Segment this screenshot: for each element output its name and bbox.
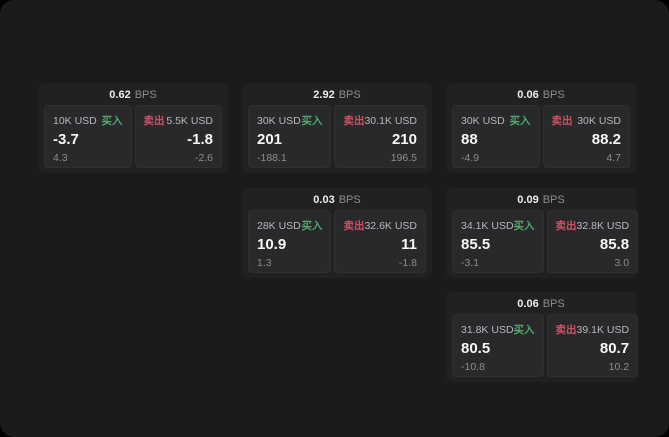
- buy-pane[interactable]: 28K USD 买入 10.9 1.3: [248, 210, 332, 273]
- sell-pane[interactable]: 卖出 32.6K USD 11 -1.8: [334, 210, 426, 273]
- bps-value: 0.06: [517, 297, 539, 310]
- buy-side-label: 买入: [301, 115, 323, 127]
- card-header: 0.06 BPS: [446, 83, 636, 104]
- sell-price: 80.7: [599, 340, 630, 357]
- sell-change: -2.6: [194, 152, 213, 164]
- sell-change: 10.2: [608, 361, 630, 373]
- sell-price: 11: [401, 236, 417, 253]
- card-header: 0.06 BPS: [446, 292, 636, 313]
- sell-amount: 39.1K USD: [576, 323, 630, 336]
- sell-price: -1.8: [187, 131, 213, 148]
- buy-amount: 10K USD: [53, 114, 97, 127]
- card-body: 30K USD 买入 88 -4.9 卖出 30K USD 88.2 4.7: [446, 104, 636, 168]
- sell-amount: 32.6K USD: [364, 219, 417, 232]
- bps-unit-label: BPS: [134, 88, 157, 101]
- buy-side-label: 买入: [513, 220, 535, 232]
- card-body: 30K USD 买入 201 -188.1 卖出 30.1K USD 210 1…: [242, 104, 432, 168]
- sell-amount: 30.1K USD: [364, 114, 417, 127]
- quote-card-1: 0.62 BPS 10K USD 买入 -3.7 4.3 卖出 5.5K USD…: [38, 83, 228, 173]
- buy-amount: 31.8K USD: [461, 323, 514, 336]
- buy-side-label: 买入: [301, 220, 323, 232]
- sell-side-label: 卖出: [343, 220, 365, 232]
- buy-amount: 30K USD: [257, 114, 301, 127]
- sell-pane[interactable]: 卖出 30K USD 88.2 4.7: [542, 105, 630, 168]
- sell-change: 3.0: [614, 257, 630, 269]
- sell-side-label: 卖出: [555, 220, 577, 232]
- sell-side-label: 卖出: [555, 324, 577, 336]
- sell-pane[interactable]: 卖出 39.1K USD 80.7 10.2: [546, 314, 639, 377]
- bps-value: 0.03: [313, 193, 335, 206]
- sell-side-label: 卖出: [343, 115, 365, 127]
- sell-amount: 5.5K USD: [166, 114, 213, 127]
- sell-amount: 32.8K USD: [576, 219, 630, 232]
- buy-side-label: 买入: [509, 115, 531, 127]
- quote-card-2: 2.92 BPS 30K USD 买入 201 -188.1 卖出 30.1K …: [242, 83, 432, 173]
- buy-change: 4.3: [53, 152, 68, 164]
- bps-unit-label: BPS: [542, 88, 565, 101]
- buy-price: 88: [461, 131, 478, 148]
- sell-price: 85.8: [599, 236, 630, 253]
- sell-change: 4.7: [606, 152, 621, 164]
- buy-change: -10.8: [461, 361, 485, 373]
- card-header: 0.09 BPS: [446, 188, 636, 209]
- buy-price: 85.5: [461, 236, 491, 253]
- bps-unit-label: BPS: [338, 88, 361, 101]
- card-body: 31.8K USD 买入 80.5 -10.8 卖出 39.1K USD 80.…: [446, 313, 639, 377]
- card-header: 2.92 BPS: [242, 83, 432, 104]
- buy-change: 1.3: [257, 257, 272, 269]
- quote-card-3: 0.06 BPS 30K USD 买入 88 -4.9 卖出 30K USD 8…: [446, 83, 636, 173]
- buy-amount: 30K USD: [461, 114, 505, 127]
- buy-change: -4.9: [461, 152, 480, 164]
- buy-amount: 34.1K USD: [461, 219, 514, 232]
- buy-pane[interactable]: 34.1K USD 买入 85.5 -3.1: [452, 210, 544, 273]
- sell-price: 88.2: [591, 131, 621, 148]
- bps-value: 0.09: [517, 193, 539, 206]
- sell-price: 210: [391, 131, 417, 148]
- buy-side-label: 买入: [101, 115, 123, 127]
- buy-price: -3.7: [53, 131, 79, 148]
- bps-unit-label: BPS: [542, 193, 565, 206]
- buy-pane[interactable]: 30K USD 买入 201 -188.1: [248, 105, 332, 168]
- quote-card-6: 0.06 BPS 31.8K USD 买入 80.5 -10.8 卖出 39.1…: [446, 292, 639, 382]
- buy-price: 80.5: [461, 340, 491, 357]
- buy-price: 10.9: [257, 236, 287, 253]
- buy-pane[interactable]: 10K USD 买入 -3.7 4.3: [44, 105, 132, 168]
- sell-side-label: 卖出: [551, 115, 573, 127]
- sell-amount: 30K USD: [577, 114, 621, 127]
- buy-pane[interactable]: 31.8K USD 买入 80.5 -10.8: [452, 314, 544, 377]
- card-header: 0.62 BPS: [38, 83, 228, 104]
- bps-unit-label: BPS: [338, 193, 361, 206]
- bps-value: 0.62: [109, 88, 131, 101]
- buy-amount: 28K USD: [257, 219, 301, 232]
- card-header: 0.03 BPS: [242, 188, 432, 209]
- buy-pane[interactable]: 30K USD 买入 88 -4.9: [452, 105, 540, 168]
- buy-change: -188.1: [257, 152, 287, 164]
- sell-change: -1.8: [398, 257, 417, 269]
- buy-change: -3.1: [461, 257, 480, 269]
- sell-change: 196.5: [390, 152, 417, 164]
- sell-pane[interactable]: 卖出 32.8K USD 85.8 3.0: [546, 210, 639, 273]
- quote-card-4: 0.03 BPS 28K USD 买入 10.9 1.3 卖出 32.6K US…: [242, 188, 432, 278]
- card-body: 34.1K USD 买入 85.5 -3.1 卖出 32.8K USD 85.8…: [446, 209, 639, 273]
- sell-side-label: 卖出: [143, 115, 165, 127]
- buy-side-label: 买入: [513, 324, 535, 336]
- bps-unit-label: BPS: [542, 297, 565, 310]
- bps-value: 0.06: [517, 88, 539, 101]
- card-body: 28K USD 买入 10.9 1.3 卖出 32.6K USD 11 -1.8: [242, 209, 432, 273]
- quote-card-5: 0.09 BPS 34.1K USD 买入 85.5 -3.1 卖出 32.8K…: [446, 188, 639, 278]
- buy-price: 201: [257, 131, 283, 148]
- card-body: 10K USD 买入 -3.7 4.3 卖出 5.5K USD -1.8 -2.…: [38, 104, 228, 168]
- sell-pane[interactable]: 卖出 30.1K USD 210 196.5: [334, 105, 426, 168]
- bps-value: 2.92: [313, 88, 335, 101]
- sell-pane[interactable]: 卖出 5.5K USD -1.8 -2.6: [134, 105, 222, 168]
